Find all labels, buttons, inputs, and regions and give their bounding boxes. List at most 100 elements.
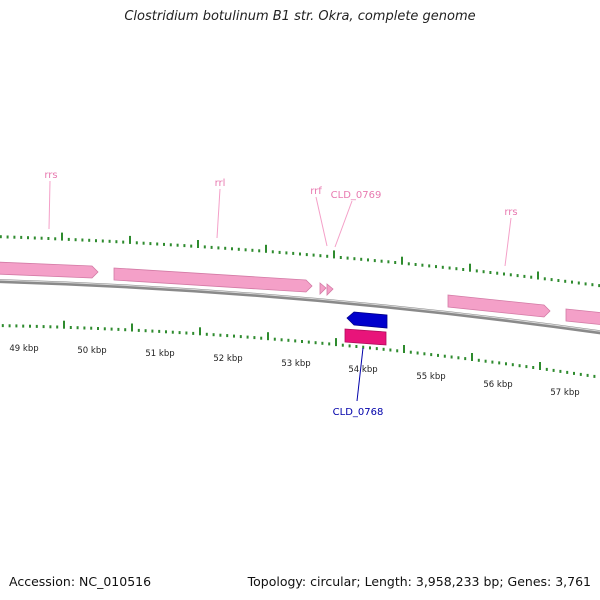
major-tick xyxy=(333,250,335,259)
minor-tick xyxy=(319,254,322,258)
scale-label: 55 kbp xyxy=(416,372,445,382)
minor-tick xyxy=(258,249,261,253)
major-tick xyxy=(197,240,199,248)
major-tick xyxy=(539,362,541,370)
minor-tick xyxy=(314,341,317,345)
scale-label: 50 kbp xyxy=(77,346,106,356)
minor-tick xyxy=(373,259,376,263)
minor-tick xyxy=(312,253,315,257)
minor-tick xyxy=(299,252,301,256)
major-tick xyxy=(471,353,473,361)
minor-tick xyxy=(27,236,29,240)
minor-tick xyxy=(233,334,235,338)
minor-tick xyxy=(509,273,512,277)
minor-tick xyxy=(550,278,553,282)
minor-tick xyxy=(115,240,118,244)
minor-tick xyxy=(292,251,295,255)
minor-tick xyxy=(142,241,145,245)
minor-tick xyxy=(231,247,233,251)
minor-tick xyxy=(545,367,548,371)
minor-tick xyxy=(387,260,390,264)
minor-tick xyxy=(441,265,444,269)
genome-backbone-highlight xyxy=(0,279,600,332)
minor-tick xyxy=(110,327,113,331)
minor-tick xyxy=(353,257,356,261)
scale-label: 51 kbp xyxy=(145,349,174,359)
major-tick xyxy=(335,338,337,347)
minor-tick xyxy=(280,338,283,342)
minor-tick xyxy=(47,237,50,240)
minor-tick xyxy=(448,266,451,270)
minor-tick xyxy=(95,239,97,243)
minor-tick xyxy=(226,334,229,338)
minor-tick xyxy=(443,354,446,358)
rrf-label: rrf xyxy=(310,186,322,197)
minor-tick xyxy=(83,326,86,330)
minor-tick xyxy=(305,253,308,257)
minor-tick xyxy=(273,337,276,341)
rrs-label-2: rrs xyxy=(504,207,517,218)
scale-label: 49 kbp xyxy=(9,344,38,354)
scale-label: 56 kbp xyxy=(483,380,512,390)
minor-tick xyxy=(135,241,138,245)
major-tick xyxy=(403,345,405,353)
minor-tick xyxy=(475,269,478,273)
rrl-label: rrl xyxy=(215,178,226,189)
scale-label: 52 kbp xyxy=(213,354,242,364)
minor-tick xyxy=(518,364,521,368)
minor-tick xyxy=(219,333,222,337)
minor-tick xyxy=(416,351,419,355)
accession-text: Accession: NC_010516 xyxy=(9,574,152,589)
minor-tick xyxy=(414,263,417,266)
minor-tick xyxy=(210,245,213,249)
minor-tick xyxy=(477,358,480,362)
minor-tick xyxy=(137,328,140,332)
minor-tick xyxy=(450,355,453,359)
minor-tick xyxy=(40,236,43,240)
minor-tick xyxy=(394,261,397,264)
rrf-callout xyxy=(315,196,328,247)
minor-tick xyxy=(49,325,52,329)
minor-tick xyxy=(525,365,528,369)
minor-tick xyxy=(455,267,458,271)
minor-tick xyxy=(176,243,179,247)
minor-tick xyxy=(409,350,412,354)
minor-tick xyxy=(217,246,220,250)
cld-0768-label: CLD_0768 xyxy=(333,407,384,418)
minor-tick xyxy=(190,244,193,248)
minor-tick xyxy=(122,240,125,244)
minor-tick xyxy=(516,274,519,278)
cld-0769-feature xyxy=(326,283,334,296)
minor-tick xyxy=(171,330,174,334)
genome-backbone xyxy=(0,279,600,335)
minor-tick xyxy=(579,372,582,376)
minor-tick xyxy=(375,347,378,351)
rrl-callout xyxy=(216,188,221,239)
major-tick xyxy=(129,235,131,244)
minor-tick xyxy=(482,270,485,274)
minor-tick xyxy=(503,272,505,276)
minor-tick xyxy=(8,324,11,328)
minor-tick xyxy=(20,235,23,239)
minor-tick xyxy=(566,370,569,374)
minor-tick xyxy=(81,238,84,242)
minor-tick xyxy=(571,280,573,284)
minor-tick xyxy=(15,324,18,328)
rrf-feature xyxy=(319,282,327,295)
minor-tick xyxy=(355,345,358,348)
minor-tick xyxy=(183,244,186,248)
feature-labels: rrs rrl rrf CLD_0769 rrs CLD_0768 xyxy=(44,170,517,418)
minor-tick xyxy=(462,268,465,271)
minor-tick xyxy=(591,283,594,287)
minor-tick xyxy=(149,242,152,246)
minor-tick xyxy=(203,245,206,249)
minor-tick xyxy=(54,237,57,241)
rrs-feature xyxy=(0,261,99,279)
minor-tick xyxy=(212,333,215,337)
minor-tick xyxy=(380,259,383,263)
minor-tick xyxy=(577,281,580,285)
minor-tick xyxy=(543,277,546,281)
minor-tick xyxy=(251,248,254,252)
minor-tick xyxy=(362,345,365,349)
minor-tick xyxy=(530,275,533,279)
